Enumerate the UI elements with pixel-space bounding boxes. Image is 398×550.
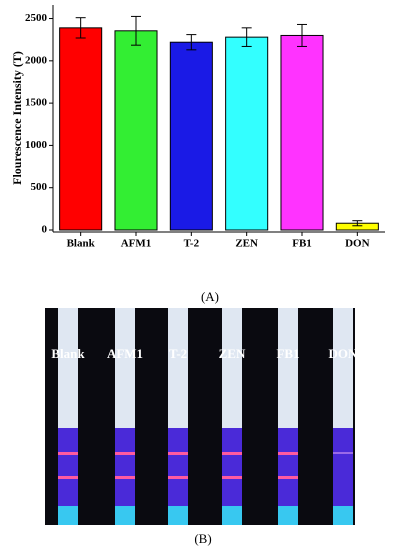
panel-label: (A) (201, 289, 219, 304)
panel-label: (B) (194, 531, 211, 546)
strip-pad (222, 308, 242, 428)
control-line (222, 476, 242, 479)
control-line (333, 452, 353, 454)
photo: Blank AFM1 T-2 ZEN FB1 DON (45, 308, 358, 525)
y-tick-label: 500 (31, 181, 48, 193)
x-tick-label: AFM1 (121, 238, 152, 250)
y-axis-label: Flourescence Intensity (T) (10, 51, 24, 185)
strip-window (333, 428, 353, 506)
strip-label: Blank (51, 346, 85, 361)
photo-background (45, 308, 355, 525)
strip-window (115, 428, 135, 506)
y-tick-label: 1500 (25, 97, 48, 109)
bar (169, 41, 213, 231)
strip-end (333, 506, 353, 525)
strip-label: T-2 (169, 346, 187, 361)
strip-window (278, 428, 298, 506)
strip-label: FB1 (276, 346, 299, 361)
test-line (278, 452, 298, 455)
y-tick-label: 1000 (25, 139, 48, 151)
y-tick-label: 2500 (25, 12, 48, 24)
strip-window (222, 428, 242, 506)
strip-end (222, 506, 242, 525)
strip-label: ZEN (219, 346, 246, 361)
test-line (58, 452, 78, 455)
y-tick-label: 0 (42, 224, 48, 236)
strip-pad (168, 308, 188, 428)
control-line (115, 476, 135, 479)
strip-pad (58, 308, 78, 428)
x-tick-label: DON (345, 238, 370, 250)
control-line (278, 476, 298, 479)
x-tick-label: T-2 (184, 238, 200, 250)
test-line (115, 452, 135, 455)
strip-window (168, 428, 188, 506)
strip-pad (278, 308, 298, 428)
x-tick-label: FB1 (292, 238, 312, 250)
bar (114, 30, 158, 231)
strip-pad (115, 308, 135, 428)
y-tick-label: 2000 (25, 54, 48, 66)
test-line (168, 452, 188, 455)
test-line (222, 452, 242, 455)
x-tick-label: ZEN (235, 238, 258, 250)
strip-end (58, 506, 78, 525)
control-line (168, 476, 188, 479)
strip-pad (333, 308, 353, 428)
x-tick-label: Blank (67, 238, 96, 250)
strip-end (278, 506, 298, 525)
strip-label: DON (329, 346, 359, 361)
strip-label: AFM1 (107, 346, 143, 361)
strip-end (115, 506, 135, 525)
bar (59, 27, 103, 231)
control-line (58, 476, 78, 479)
bar (280, 34, 324, 231)
bar (225, 36, 269, 231)
strip-window (58, 428, 78, 506)
strip-end (168, 506, 188, 525)
